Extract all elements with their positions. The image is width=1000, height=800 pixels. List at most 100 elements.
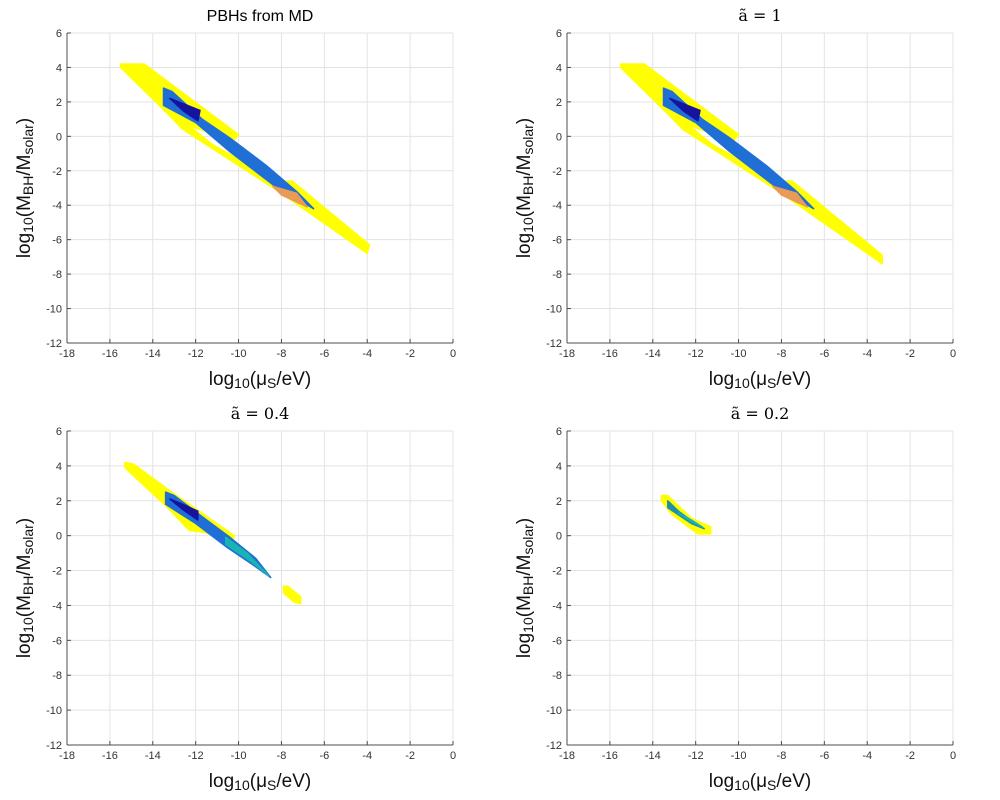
x-tick-label: -2 [405, 348, 415, 360]
y-tick-label: -4 [52, 600, 62, 612]
y-axis-label: log10(MBH/Msolar) [14, 518, 36, 658]
y-tick-label: 0 [56, 531, 62, 543]
contour-region-inner [669, 97, 701, 122]
y-tick-label: -8 [552, 269, 562, 281]
panel-4: -18 -16 -14 -12 -10 -8 -6 -4 -2 0 6 4 2 0 -2 -4 -6 -8 -10 -… [514, 404, 956, 793]
x-tick-label: -10 [731, 750, 747, 762]
y-tick-label: -2 [52, 566, 62, 578]
x-tick-label: -6 [319, 348, 329, 360]
y-tick-label: -12 [46, 338, 62, 350]
y-tick-label: -10 [546, 304, 562, 316]
x-tick-label: -4 [862, 750, 872, 762]
y-tick-label: 2 [556, 496, 562, 508]
x-tick-label: -4 [862, 348, 872, 360]
x-axis-label: log10(μS/eV) [709, 369, 811, 391]
x-tick-label: -8 [777, 348, 787, 360]
x-axis-label: log10(μS/eV) [209, 369, 311, 391]
contour-region-inner [169, 97, 201, 122]
y-axis-label: log10(MBH/Msolar) [514, 118, 536, 258]
y-tick-label: -4 [552, 600, 562, 612]
x-tick-label: -10 [231, 750, 247, 762]
x-tick-label: -12 [188, 750, 204, 762]
x-tick-label: -12 [688, 750, 704, 762]
x-tick-label: -12 [188, 348, 204, 360]
y-tick-label: -8 [52, 670, 62, 682]
y-tick-label: 4 [556, 461, 562, 473]
x-tick-label: 0 [950, 750, 956, 762]
contour-region-tail [772, 185, 808, 208]
y-tick-label: 4 [56, 62, 62, 74]
panel-3: -18 -16 -14 -12 -10 -8 -6 -4 -2 0 6 4 2 0 -2 -4 -6 -8 -10 -… [14, 404, 456, 793]
x-tick-label: 0 [450, 750, 456, 762]
y-tick-label: 6 [556, 426, 562, 438]
x-tick-label: -2 [405, 750, 415, 762]
contour-region-core [667, 500, 705, 530]
x-tick-label: -18 [59, 750, 75, 762]
x-tick-label: -16 [102, 348, 118, 360]
y-tick-label: -10 [46, 304, 62, 316]
x-tick-label: -10 [731, 348, 747, 360]
x-tick-label: -8 [277, 348, 287, 360]
chart-title: ã = 1 [738, 6, 781, 25]
panel-2: -18 -16 -14 -12 -10 -8 -6 -4 -2 0 6 4 2 0 -2 -4 -6 -8 -10 -… [514, 6, 956, 391]
x-tick-label: 0 [950, 348, 956, 360]
chart-title: ã = 0.4 [231, 404, 290, 423]
y-axis-label: log10(MBH/Msolar) [514, 518, 536, 658]
x-tick-label: -14 [645, 750, 661, 762]
x-tick-label: -12 [688, 348, 704, 360]
y-tick-label: -10 [46, 705, 62, 717]
y-tick-label: -6 [52, 635, 62, 647]
x-tick-label: -18 [59, 348, 75, 360]
y-tick-label: 0 [556, 131, 562, 143]
y-tick-label: -12 [546, 338, 562, 350]
y-tick-label: -12 [546, 740, 562, 752]
x-tick-label: -16 [602, 348, 618, 360]
y-tick-label: -2 [552, 566, 562, 578]
contour-region-teal [224, 536, 270, 577]
x-tick-label: -14 [145, 750, 161, 762]
y-tick-label: -2 [52, 166, 62, 178]
panel-1: -18 -16 -14 -12 -10 -8 -6 -4 -2 0 6 4 2 0 -2 -4 -6 -8 -10 -… [14, 8, 456, 391]
x-tick-label: -16 [102, 750, 118, 762]
y-tick-label: -4 [52, 200, 62, 212]
y-tick-label: -12 [46, 740, 62, 752]
x-tick-label: -4 [362, 348, 372, 360]
x-tick-label: -18 [559, 750, 575, 762]
y-tick-label: -8 [52, 269, 62, 281]
y-tick-label: 4 [56, 461, 62, 473]
y-tick-label: 6 [556, 28, 562, 40]
y-tick-label: 0 [56, 131, 62, 143]
y-tick-label: 2 [56, 496, 62, 508]
x-tick-label: -6 [819, 348, 829, 360]
y-tick-label: -8 [552, 670, 562, 682]
chart-title: PBHs from MD [207, 8, 314, 25]
x-axis-label: log10(μS/eV) [209, 771, 311, 793]
x-tick-label: -2 [905, 348, 915, 360]
x-axis-label: log10(μS/eV) [709, 771, 811, 793]
y-tick-label: -2 [552, 166, 562, 178]
y-tick-label: 6 [56, 28, 62, 40]
y-axis-label: log10(MBH/Msolar) [14, 118, 36, 258]
x-tick-label: -4 [362, 750, 372, 762]
contour-region-inner [677, 512, 703, 528]
x-tick-label: -8 [777, 750, 787, 762]
contour-region-blob [282, 585, 302, 605]
y-tick-label: 0 [556, 531, 562, 543]
y-tick-label: 2 [556, 97, 562, 109]
y-tick-label: 4 [556, 62, 562, 74]
panels-container: -18 -16 -14 -12 -10 -8 -6 -4 -2 0 6 4 2 0 -2 -4 -6 -8 -10 -… [14, 6, 956, 793]
contour-region-inner [169, 498, 199, 521]
x-tick-label: -6 [819, 750, 829, 762]
x-tick-label: -16 [602, 750, 618, 762]
x-tick-label: -14 [145, 348, 161, 360]
x-tick-label: -18 [559, 348, 575, 360]
x-tick-label: 0 [450, 348, 456, 360]
y-tick-label: -10 [546, 705, 562, 717]
y-tick-label: -6 [552, 235, 562, 247]
y-tick-label: -4 [552, 200, 562, 212]
x-tick-label: -8 [277, 750, 287, 762]
y-tick-label: 6 [56, 426, 62, 438]
x-tick-label: -2 [905, 750, 915, 762]
y-tick-label: -6 [552, 635, 562, 647]
